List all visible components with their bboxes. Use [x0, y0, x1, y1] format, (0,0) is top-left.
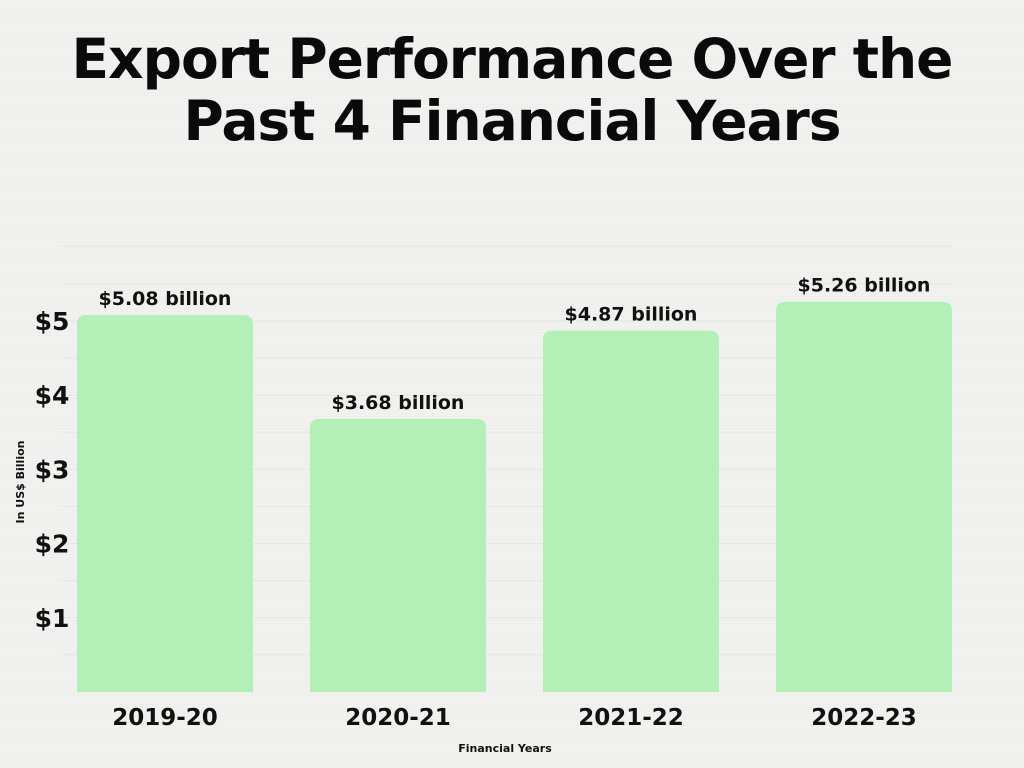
x-axis-ticks: 2019-20 2020-21 2021-22 2022-23: [112, 705, 917, 731]
y-tick-label: $4: [35, 381, 70, 410]
x-tick-label-2021-22: 2021-22: [578, 705, 684, 731]
x-tick-label-2020-21: 2020-21: [345, 705, 451, 731]
y-axis-title: In US$ Billion: [14, 441, 27, 524]
y-axis-ticks: $1 $2 $3 $4 $5: [35, 307, 70, 633]
data-label-2021-22: $4.87 billion: [565, 304, 698, 326]
chart-title-line-1: Export Performance Over the: [71, 27, 954, 91]
y-tick-label: $2: [35, 530, 70, 559]
x-tick-label-2019-20: 2019-20: [112, 705, 218, 731]
bar-2021-22: [543, 330, 719, 692]
bars: [77, 301, 952, 692]
chart-title: Export Performance Over the Past 4 Finan…: [0, 28, 1024, 152]
data-label-2019-20: $5.08 billion: [99, 288, 232, 310]
chart-title-line-2: Past 4 Financial Years: [183, 89, 841, 153]
x-tick-label-2022-23: 2022-23: [811, 705, 917, 731]
y-tick-label: $5: [35, 307, 70, 336]
bar-2019-20: [77, 315, 253, 692]
bar-2022-23: [776, 301, 952, 692]
bar-2020-21: [310, 418, 486, 692]
x-axis-title: Financial Years: [458, 742, 552, 755]
y-tick-label: $3: [35, 455, 70, 484]
data-label-2020-21: $3.68 billion: [332, 392, 465, 414]
data-label-2022-23: $5.26 billion: [798, 275, 931, 297]
data-labels: $5.08 billion $3.68 billion $4.87 billion $…: [99, 275, 931, 414]
y-tick-label: $1: [35, 604, 70, 633]
